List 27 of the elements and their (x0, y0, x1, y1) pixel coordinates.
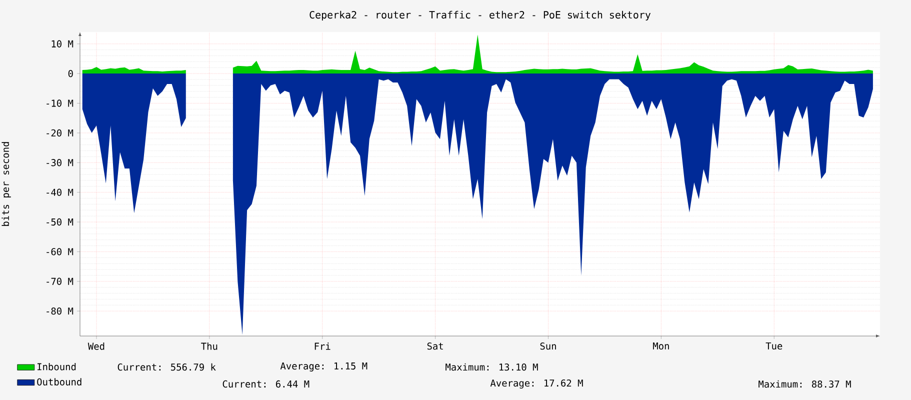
legend-label: Inbound (38, 362, 76, 370)
y-axis-title: bits per second (2, 142, 11, 226)
legend-label: Outbound (37, 378, 82, 386)
x-tick-label: Mon (653, 342, 669, 350)
x-tick-label: Thu (201, 342, 218, 350)
text: Maximum: 88.37 M (758, 380, 851, 388)
text: Average: 17.62 M (490, 379, 583, 389)
y-tick-label: 10 M (52, 40, 74, 48)
y-tick-label: -70 M (46, 278, 74, 285)
text: Current: 6.44 M (222, 380, 310, 388)
x-tick-label: Fri (314, 342, 330, 350)
x-tick-label: Wed (88, 342, 104, 350)
y-tick-label: -50 M (46, 218, 74, 226)
y-tick-label: -80 M (46, 307, 74, 315)
y-tick-label: 0 (68, 70, 73, 78)
text: Average: 1.15 M (280, 362, 368, 372)
x-tick-label: Tue (766, 342, 782, 350)
text: Current: 556.79 k (118, 363, 216, 371)
chart-title: Ceperka2 - router - Traffic - ether2 - PoE switch sektory (310, 10, 651, 21)
x-tick-label: Sun (540, 342, 556, 350)
text: Maximum: 13.10 M (446, 363, 538, 371)
y-tick-label: -20 M (46, 129, 74, 137)
y-tick-label: -60 M (46, 248, 74, 256)
y-tick-label: -40 M (46, 188, 74, 196)
y-tick-label: -10 M (46, 100, 74, 107)
y-tick-label: -30 M (46, 159, 74, 166)
x-tick-label: Sat (427, 342, 443, 350)
